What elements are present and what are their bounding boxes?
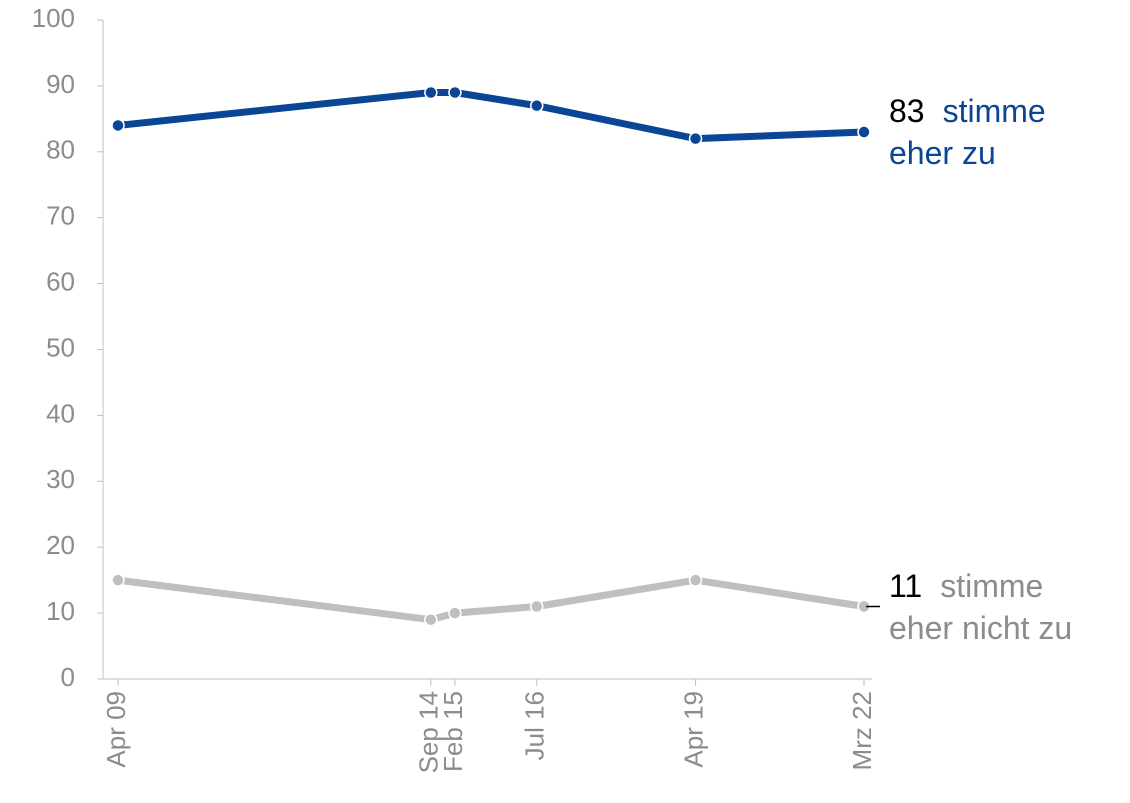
y-tick-label: 100 bbox=[32, 3, 75, 33]
series-line bbox=[117, 576, 865, 624]
series-label: stimme eher nicht zu bbox=[889, 568, 1073, 646]
series-label: stimme eher zu bbox=[889, 93, 1046, 171]
y-tick-label: 20 bbox=[46, 530, 75, 560]
y-tick-label: 80 bbox=[46, 135, 75, 165]
y-tick-label: 0 bbox=[61, 662, 75, 692]
point bbox=[688, 131, 703, 146]
y-tick-label: 30 bbox=[46, 464, 75, 494]
x-tick-label: Jul 16 bbox=[520, 691, 550, 760]
point bbox=[424, 612, 438, 627]
x-tick-label: Mrz 22 bbox=[847, 691, 877, 770]
y-tick-label: 10 bbox=[46, 596, 75, 626]
value-label: 83 bbox=[889, 93, 925, 129]
point bbox=[529, 599, 544, 614]
value-label: 11 bbox=[889, 568, 923, 604]
point bbox=[448, 85, 462, 100]
end-label: 83 stimme eher zu bbox=[889, 90, 1089, 174]
point bbox=[857, 125, 871, 139]
point bbox=[111, 573, 125, 587]
series-line bbox=[117, 88, 865, 143]
y-tick-label: 70 bbox=[46, 201, 75, 231]
point bbox=[529, 98, 544, 113]
point bbox=[424, 85, 438, 100]
end-label: 11 stimme eher nicht zu bbox=[889, 565, 1107, 649]
x-tick-label: Sep 14 bbox=[414, 691, 444, 773]
x-tick-label: Apr 09 bbox=[101, 691, 131, 768]
x-tick-label: Apr 19 bbox=[678, 691, 708, 768]
point bbox=[448, 606, 462, 620]
point bbox=[111, 118, 125, 133]
y-tick-label: 60 bbox=[46, 266, 75, 296]
point bbox=[688, 573, 703, 587]
x-tick-label: Feb 15 bbox=[438, 691, 468, 772]
y-tick-label: 50 bbox=[46, 332, 75, 362]
y-tick-label: 40 bbox=[46, 398, 75, 428]
y-tick-label: 90 bbox=[46, 69, 75, 99]
